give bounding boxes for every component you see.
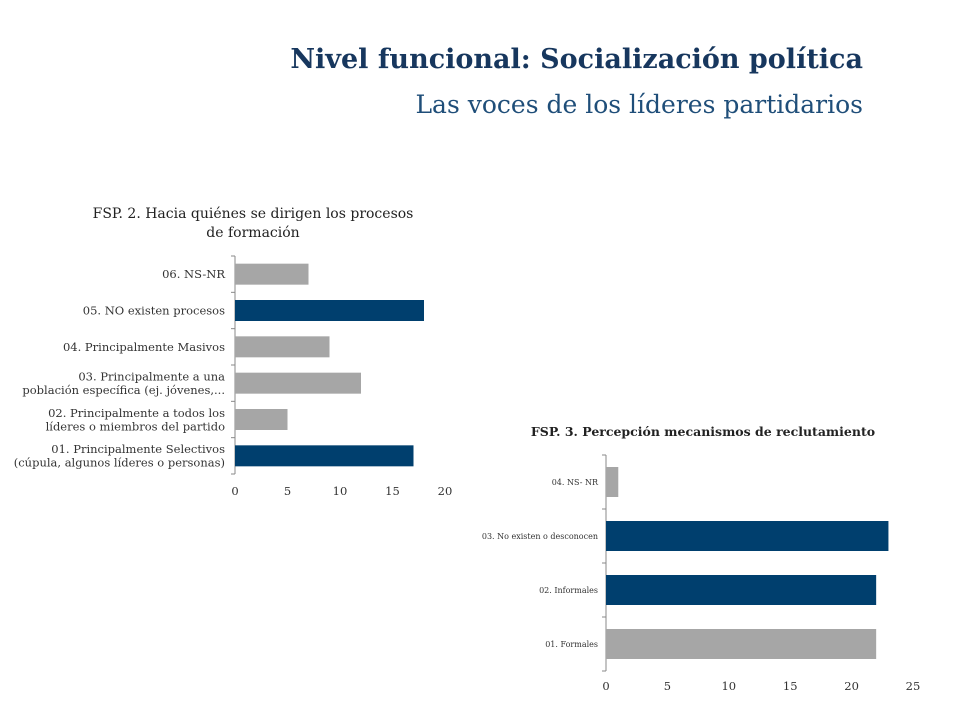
x-tick-label: 0 [231,484,238,498]
x-tick-label: 25 [906,679,921,693]
category-label: líderes o miembros del partido [46,419,225,433]
bar [235,336,330,358]
category-label: 04. NS- NR [552,478,599,487]
category-label: (cúpula, algunos líderes o personas) [14,456,225,470]
bar [235,372,361,394]
x-tick-label: 5 [284,484,291,498]
bar [606,575,877,605]
x-tick-label: 20 [844,679,859,693]
x-tick-label: 10 [721,679,736,693]
category-label: población específica (ej. jóvenes,... [22,383,225,397]
x-tick-label: 15 [385,484,400,498]
category-label: 01. Formales [545,640,598,649]
category-label: 03. Principalmente a una [78,369,225,383]
x-tick-label: 20 [438,484,453,498]
bar [235,445,414,467]
x-tick-label: 10 [333,484,348,498]
bar [235,263,309,285]
category-label: 01. Principalmente Selectivos [51,442,225,456]
bar [606,629,877,659]
category-label: 02. Principalmente a todos los [48,406,225,420]
chart-title: FSP. 3. Percepción mecanismos de recluta… [531,424,875,439]
bar [606,521,889,551]
category-label: 02. Informales [539,586,598,595]
bar [606,467,619,497]
category-label: 05. NO existen procesos [83,304,225,318]
category-label: 03. No existen o desconocen [482,532,598,541]
x-tick-label: 0 [602,679,609,693]
category-label: 04. Principalmente Masivos [63,340,225,354]
chart-title: FSP. 2. Hacia quiénes se dirigen los pro… [93,206,414,222]
x-tick-label: 15 [783,679,798,693]
chart-title: de formación [206,225,299,241]
bar [235,409,288,430]
page-subtitle: Las voces de los líderes partidarios [415,90,863,119]
bar [235,300,424,321]
x-tick-label: 5 [664,679,671,693]
category-label: 06. NS-NR [162,267,225,281]
page-title: Nivel funcional: Socialización política [290,44,863,75]
